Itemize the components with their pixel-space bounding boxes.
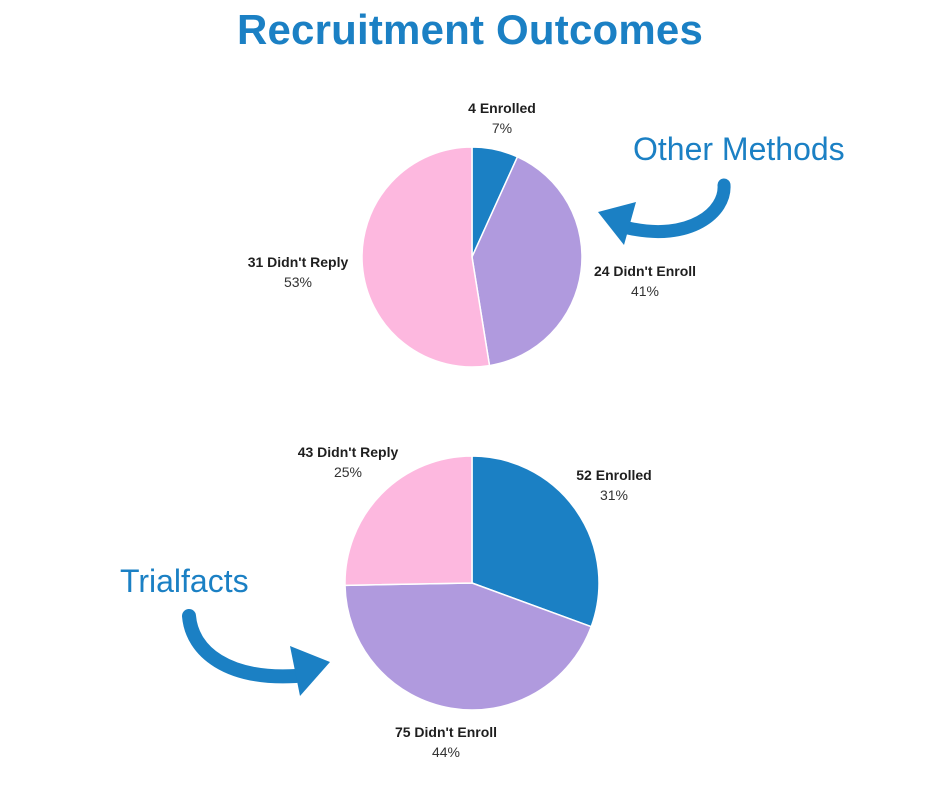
slice-value: 75 Didn't Enroll	[394, 724, 498, 740]
slice-label-didnt-reply-bottom: 43 Didn't Reply 25%	[248, 442, 448, 482]
slice-percent: 7%	[491, 120, 513, 136]
slice-value: 43 Didn't Reply	[297, 444, 399, 460]
pie-chart-trialfacts	[344, 455, 600, 711]
slice-percent: 31%	[599, 487, 629, 503]
callout-other-methods: Other Methods	[633, 131, 845, 167]
slice-label-didnt-enroll-top: 24 Didn't Enroll 41%	[545, 261, 745, 301]
pie-slice-didnt-enroll	[344, 582, 593, 711]
arrow-other-methods-icon	[598, 178, 731, 245]
slice-label-enrolled-bottom: 52 Enrolled 31%	[514, 465, 714, 505]
pie-chart-other-methods	[361, 146, 583, 368]
pie-slice-didnt-reply	[344, 455, 473, 587]
pie-slice-didnt-reply	[361, 146, 491, 368]
slice-value: 31 Didn't Reply	[247, 254, 349, 270]
slice-value: 24 Didn't Enroll	[593, 263, 697, 279]
slice-label-didnt-enroll-bottom: 75 Didn't Enroll 44%	[346, 722, 546, 762]
slice-label-enrolled-top: 4 Enrolled 7%	[402, 98, 602, 138]
arrow-trialfacts-icon	[182, 609, 330, 696]
slice-percent: 41%	[630, 283, 660, 299]
callout-trialfacts: Trialfacts	[120, 563, 249, 599]
slice-label-didnt-reply-top: 31 Didn't Reply 53%	[198, 252, 398, 292]
slice-percent: 53%	[283, 274, 313, 290]
slice-percent: 25%	[333, 464, 363, 480]
slice-value: 4 Enrolled	[468, 100, 536, 116]
slice-percent: 44%	[431, 744, 461, 760]
pie-slice-enrolled	[471, 455, 600, 628]
page-title: Recruitment Outcomes	[236, 6, 704, 53]
pie-slice-didnt-enroll	[471, 155, 583, 367]
slice-value: 52 Enrolled	[576, 467, 652, 483]
